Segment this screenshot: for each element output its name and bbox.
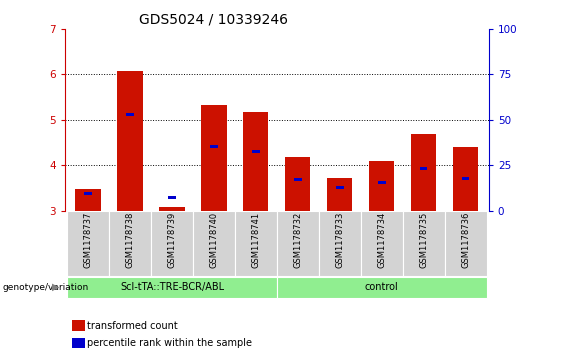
Bar xyxy=(327,178,353,211)
Bar xyxy=(277,211,319,276)
Bar xyxy=(159,207,185,211)
Bar xyxy=(403,211,445,276)
Bar xyxy=(72,338,85,348)
Bar xyxy=(201,105,227,211)
Text: GSM1178734: GSM1178734 xyxy=(377,212,386,268)
Bar xyxy=(378,181,385,184)
Text: GSM1178733: GSM1178733 xyxy=(335,212,344,268)
Bar xyxy=(67,211,109,276)
Bar xyxy=(252,150,260,153)
Bar xyxy=(76,189,101,211)
Text: GSM1178739: GSM1178739 xyxy=(167,212,176,268)
Bar xyxy=(319,211,361,276)
Text: genotype/variation: genotype/variation xyxy=(3,283,89,292)
Text: GSM1178738: GSM1178738 xyxy=(125,212,134,268)
Text: GSM1178736: GSM1178736 xyxy=(461,212,470,268)
Text: Scl-tTA::TRE-BCR/ABL: Scl-tTA::TRE-BCR/ABL xyxy=(120,282,224,292)
Bar xyxy=(277,277,486,298)
Text: GSM1178740: GSM1178740 xyxy=(210,212,219,268)
Bar xyxy=(210,144,218,148)
Bar xyxy=(420,167,428,170)
Title: GDS5024 / 10339246: GDS5024 / 10339246 xyxy=(139,12,288,26)
Bar xyxy=(361,211,403,276)
Text: GSM1178737: GSM1178737 xyxy=(84,212,93,268)
Bar xyxy=(285,157,310,211)
Text: percentile rank within the sample: percentile rank within the sample xyxy=(87,338,252,348)
Text: GSM1178735: GSM1178735 xyxy=(419,212,428,268)
Bar xyxy=(109,211,151,276)
Bar xyxy=(193,211,235,276)
Bar xyxy=(67,277,277,298)
Bar xyxy=(118,71,142,211)
Bar xyxy=(168,196,176,199)
Bar xyxy=(126,113,134,116)
Bar xyxy=(235,211,277,276)
Text: control: control xyxy=(365,282,399,292)
Bar xyxy=(151,211,193,276)
Bar xyxy=(244,112,268,211)
Text: GSM1178732: GSM1178732 xyxy=(293,212,302,268)
Bar xyxy=(445,211,486,276)
Bar xyxy=(369,160,394,211)
Bar xyxy=(453,147,478,211)
Text: GSM1178741: GSM1178741 xyxy=(251,212,260,268)
Bar xyxy=(294,178,302,181)
Bar xyxy=(84,192,92,195)
Bar xyxy=(336,186,344,189)
Text: ▶: ▶ xyxy=(52,282,59,292)
Text: transformed count: transformed count xyxy=(87,321,178,331)
Bar xyxy=(411,134,436,211)
Bar xyxy=(72,320,85,331)
Bar xyxy=(462,177,470,180)
